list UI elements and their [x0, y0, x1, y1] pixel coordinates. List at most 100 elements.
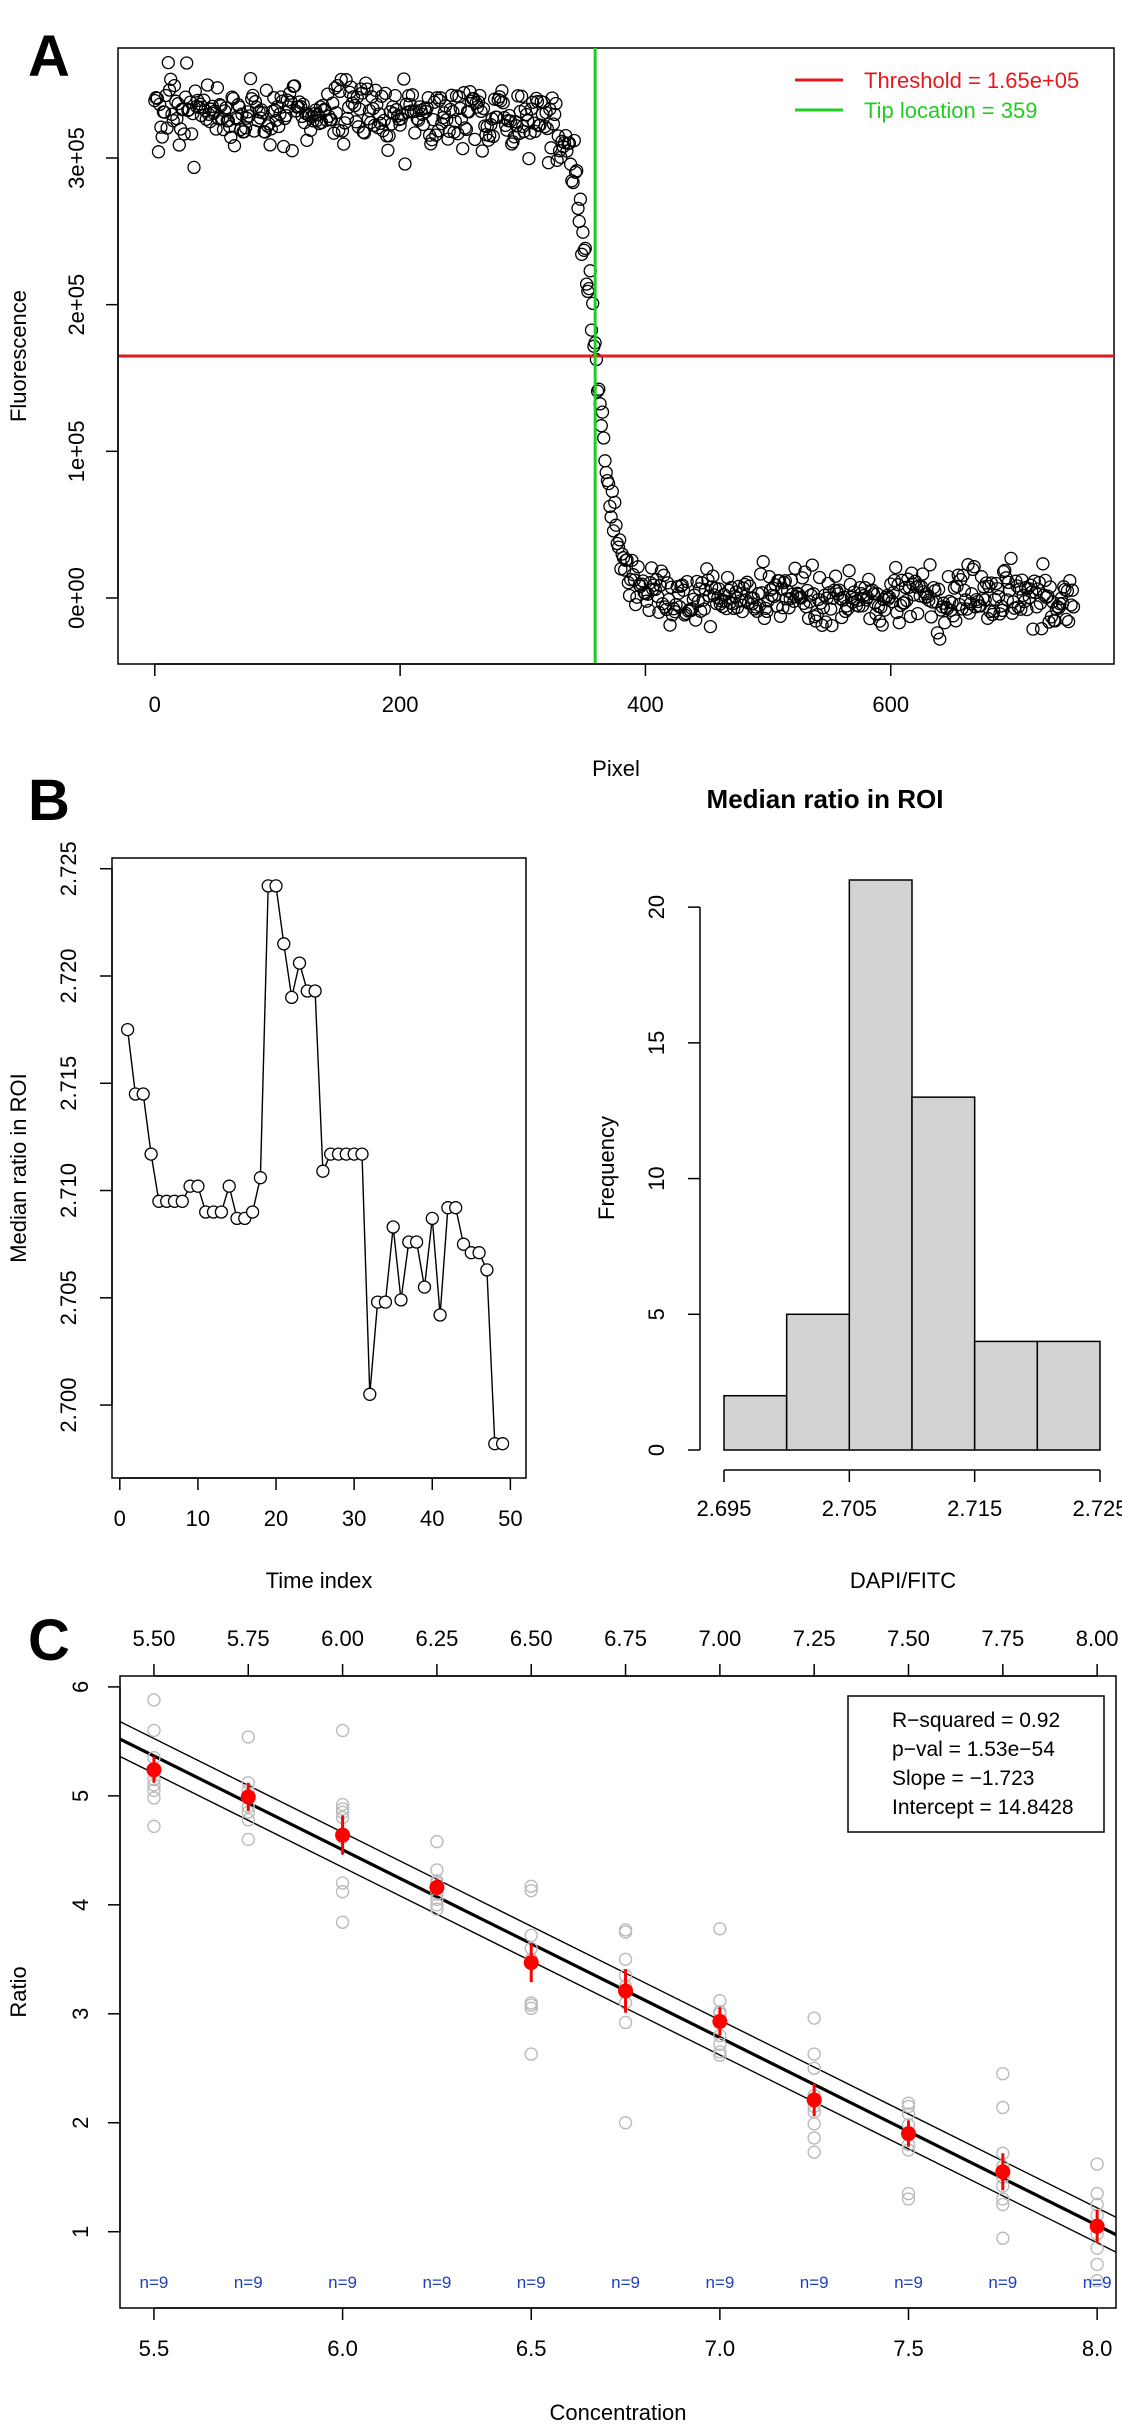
data-point — [689, 613, 703, 627]
data-point — [292, 956, 307, 970]
data-point — [967, 560, 981, 574]
replicate-point — [901, 2099, 916, 2114]
replicate-point — [1090, 2157, 1104, 2171]
data-point — [892, 616, 906, 630]
confidence-band-line — [119, 1720, 1117, 2218]
data-point — [697, 602, 711, 616]
replicate-point — [335, 1876, 350, 1890]
data-point — [496, 96, 510, 110]
data-point — [549, 96, 563, 111]
y-tick-label: 3e+05 — [64, 127, 89, 189]
data-point — [494, 94, 508, 108]
data-point — [495, 1437, 510, 1451]
data-point — [590, 384, 605, 398]
replicate-point — [713, 2037, 727, 2052]
data-point — [923, 558, 937, 572]
data-point — [486, 129, 500, 144]
replicate-point — [996, 2100, 1010, 2115]
data-point — [154, 120, 168, 134]
data-point — [890, 605, 904, 620]
x-tick-label: 400 — [627, 692, 664, 717]
data-point — [1017, 594, 1032, 609]
replicate-point — [1090, 2241, 1104, 2255]
data-point — [157, 105, 172, 119]
y-tick-label: 2e+05 — [64, 274, 89, 336]
y-tick-label: 2.720 — [56, 948, 81, 1003]
panel-b-left-axes: 0 10 20 30 40 50 2.700 2.705 2.710 2.715 2.720 2.72… — [56, 841, 523, 1531]
data-point — [397, 72, 411, 86]
data-point — [1016, 588, 1030, 603]
data-point — [356, 125, 370, 139]
data-point — [941, 569, 956, 584]
data-point — [801, 611, 816, 626]
mean-point — [523, 1955, 539, 1971]
data-point — [1030, 600, 1044, 614]
data-point — [1043, 580, 1057, 594]
n-label: n=9 — [328, 2273, 357, 2292]
data-point — [740, 575, 754, 589]
data-point — [889, 560, 903, 575]
data-point — [198, 103, 212, 118]
data-point — [795, 571, 810, 585]
data-point — [269, 879, 283, 893]
data-point — [544, 141, 558, 155]
data-point — [1006, 595, 1021, 609]
data-point — [425, 1211, 439, 1226]
data-point — [597, 431, 611, 445]
data-point — [316, 1164, 330, 1178]
data-point — [945, 596, 959, 610]
panel-c-n-labels: n=9 n=9 n=9 n=9 n=9 n=9 n=9 n=9 n=9 n=9 n=9 — [140, 2273, 1112, 2292]
data-point — [344, 80, 358, 94]
data-point — [550, 153, 564, 167]
y-tick-label: 0 — [644, 1444, 669, 1456]
panel-c-stats-box: R−squared = 0.92 p−val = 1.53e−54 Slope … — [847, 1695, 1105, 1833]
panel-b-right-ylabel: Frequency — [594, 1116, 619, 1220]
data-point — [566, 175, 580, 190]
data-point — [798, 565, 812, 579]
panel-b-right-bars — [723, 879, 1101, 1451]
replicate-point — [713, 1922, 727, 1936]
replicate-point — [147, 1783, 161, 1798]
data-point — [903, 609, 918, 624]
data-point — [435, 116, 449, 131]
data-point — [448, 114, 462, 128]
data-point — [938, 616, 952, 630]
data-point — [777, 575, 791, 590]
x-tick-label: 7.5 — [893, 2336, 924, 2361]
data-point — [409, 1235, 424, 1249]
panel-c-xlabel: Concentration — [550, 2400, 687, 2425]
data-point — [430, 91, 444, 105]
x-tick-label: 2.695 — [696, 1496, 751, 1521]
mean-point — [240, 1789, 256, 1805]
data-point — [337, 137, 351, 151]
replicate-point — [807, 2131, 821, 2145]
data-point — [1001, 575, 1016, 590]
panel-b-right-axes: 2.695 2.705 2.715 2.725 0 5 10 15 20 — [644, 895, 1122, 1521]
data-point — [360, 82, 374, 96]
panel-c-ylabel: Ratio — [6, 1966, 31, 2017]
y-tick-label: 2.705 — [56, 1270, 81, 1325]
replicate-point — [996, 2197, 1010, 2212]
data-point — [222, 1179, 236, 1193]
data-point — [522, 151, 536, 166]
x-tick-label: 30 — [342, 1506, 366, 1531]
data-point — [757, 611, 772, 626]
x-tick-label: 2.715 — [947, 1496, 1002, 1521]
data-point — [474, 104, 488, 119]
replicate-point — [901, 2107, 916, 2121]
histogram-bar — [911, 1096, 976, 1451]
data-point — [209, 122, 223, 136]
top-tick-label: 7.25 — [793, 1626, 836, 1651]
data-point — [606, 524, 621, 538]
replicate-point — [147, 1791, 161, 1805]
data-point — [950, 579, 964, 594]
y-tick-label: 2.700 — [56, 1378, 81, 1433]
replicate-point — [807, 2047, 821, 2061]
replicate-point — [524, 2001, 538, 2016]
regression-line — [119, 1737, 1117, 2237]
data-point — [373, 116, 388, 131]
data-point — [191, 93, 205, 108]
data-point — [586, 296, 600, 311]
y-tick-label: 2.725 — [56, 841, 81, 896]
